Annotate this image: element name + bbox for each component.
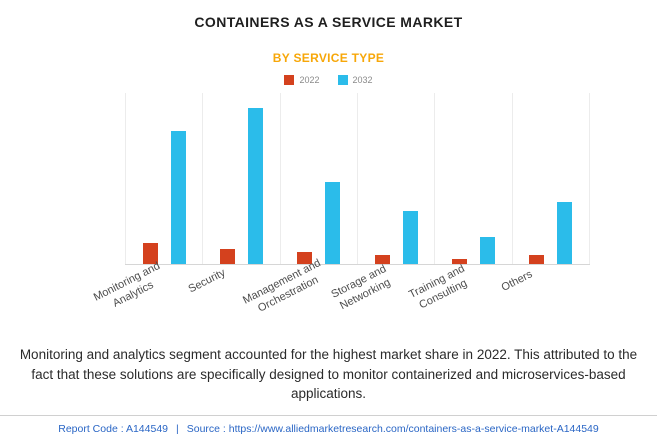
bar-group-6	[511, 93, 590, 264]
bar-2022-2	[219, 248, 235, 264]
bar-2032-6	[557, 202, 573, 264]
bar-2032-2	[247, 108, 263, 264]
legend: 2022 2032	[0, 75, 657, 85]
bar-2032-1	[170, 130, 186, 264]
bar-2032-5	[479, 236, 495, 264]
chart-title: CONTAINERS AS A SERVICE MARKET	[194, 14, 463, 30]
legend-item-2022: 2022	[284, 75, 320, 85]
bar-group-4	[356, 93, 434, 264]
bar-2022-6	[529, 255, 545, 264]
bar-2022-3	[297, 252, 313, 264]
legend-item-2032: 2032	[337, 75, 373, 85]
x-axis-labels: Monitoring and Analytics Security Manageme…	[91, 257, 590, 327]
bar-2022-5	[451, 258, 467, 264]
footer: Report Code : A144549 | Source : https://w…	[0, 415, 657, 444]
legend-swatch-2032	[337, 75, 348, 85]
bar-group-3	[279, 93, 357, 264]
footer-separator: |	[176, 423, 179, 435]
bar-2032-4	[402, 211, 418, 264]
report-code: Report Code : A144549	[58, 423, 168, 435]
legend-swatch-2022	[284, 75, 295, 85]
source-link[interactable]: Source : https://www.alliedmarketresearc…	[186, 423, 599, 435]
bar-group-1	[125, 93, 202, 264]
legend-label-2032: 2032	[352, 75, 373, 85]
bar-2032-3	[325, 181, 341, 264]
bar-2022-1	[142, 243, 158, 264]
bar-chart: Monitoring and Analytics Security Manageme…	[91, 93, 590, 327]
legend-label-2022: 2022	[299, 75, 320, 85]
plot-area	[125, 93, 590, 265]
bar-group-2	[202, 93, 279, 264]
bar-2022-4	[374, 255, 390, 264]
chart-description: Monitoring and analytics segment account…	[19, 347, 638, 402]
chart-subtitle: BY SERVICE TYPE	[272, 51, 385, 65]
bar-group-5	[434, 93, 511, 264]
